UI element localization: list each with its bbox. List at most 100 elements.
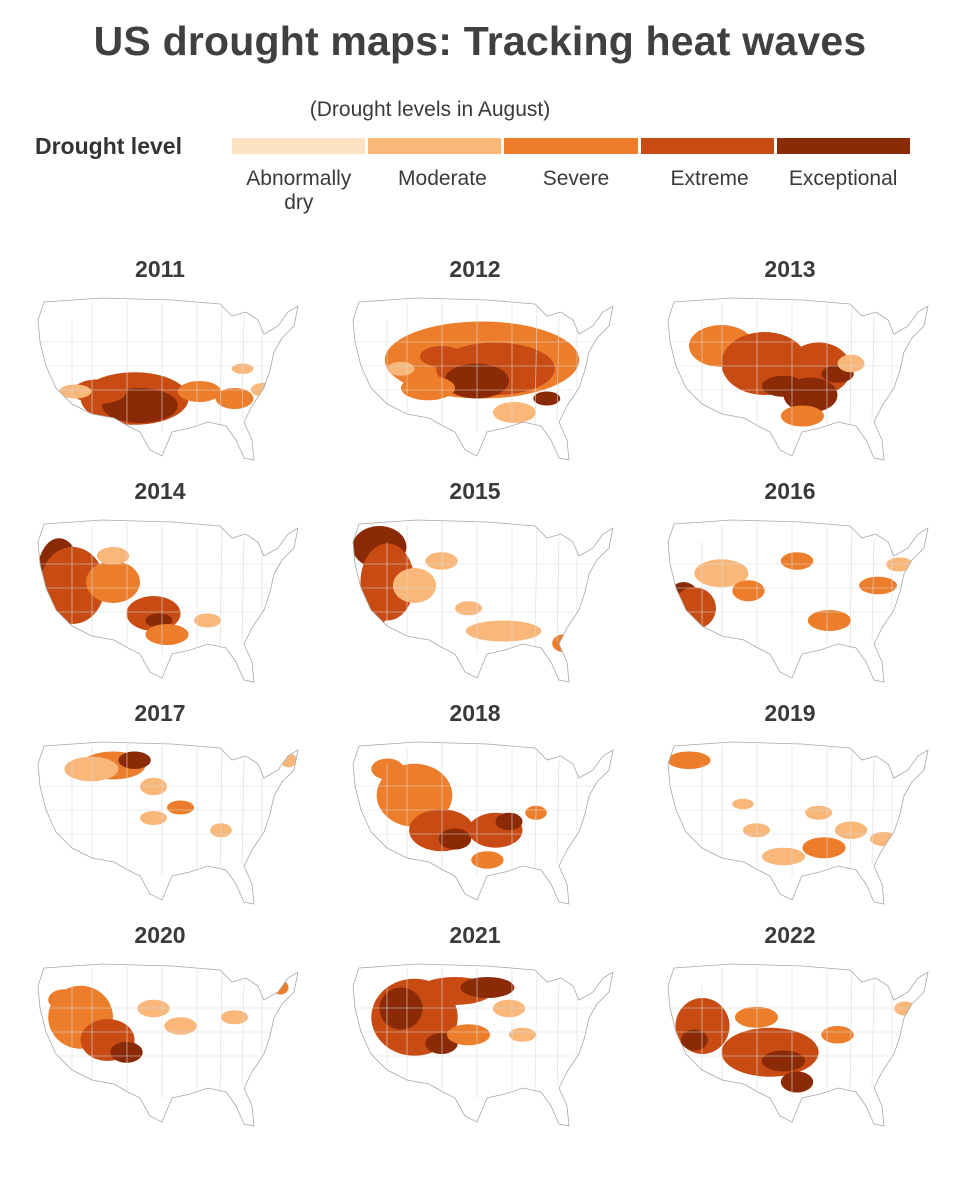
drought-area: [732, 580, 765, 602]
drought-area: [401, 375, 455, 401]
drought-area: [438, 828, 472, 850]
us-landmass: [668, 742, 928, 904]
drought-area: [886, 557, 914, 572]
drought-area: [680, 1029, 708, 1051]
drought-area: [392, 568, 437, 603]
drought-area: [805, 805, 833, 820]
drought-area: [721, 1027, 819, 1077]
drought-area: [110, 1041, 143, 1063]
us-outline-map: [667, 519, 929, 683]
drought-area: [446, 1024, 491, 1046]
us-border: [37, 297, 299, 461]
us-drought-map-2020: [32, 956, 302, 1131]
legend-labels: Abnormally dry Moderate Severe Extreme E…: [232, 167, 910, 215]
map-year-label: 2019: [764, 700, 816, 726]
drought-area: [807, 610, 851, 631]
drought-area: [672, 587, 716, 630]
drought-area: [357, 590, 391, 626]
drought-area: [140, 777, 167, 796]
state-border: [241, 981, 245, 1087]
drought-area: [444, 363, 509, 399]
drought-area: [552, 634, 574, 652]
drought-area: [137, 999, 170, 1018]
map-year-label: 2017: [134, 700, 186, 726]
drought-area: [167, 800, 194, 815]
us-border: [37, 963, 299, 1127]
map-cell-2020: 2020: [20, 916, 320, 1141]
us-outline-map: [37, 519, 299, 683]
us-border: [352, 297, 614, 461]
map-cell-2016: 2016: [650, 472, 950, 697]
us-border: [352, 963, 614, 1127]
drought-area: [694, 559, 749, 588]
state-border: [871, 759, 875, 865]
drought-area: [177, 381, 221, 402]
map-year-label: 2022: [764, 922, 816, 948]
drought-area: [145, 613, 173, 628]
us-border: [352, 519, 614, 683]
legend-name-exceptional: Exceptional: [788, 167, 898, 190]
us-border: [352, 741, 614, 905]
us-border: [667, 519, 929, 683]
drought-area: [48, 989, 81, 1011]
legend-name-severe: Severe: [542, 167, 610, 190]
map-cell-2019: 2019: [650, 694, 950, 919]
drought-area: [761, 1050, 806, 1072]
map-cell-2011: 2011: [20, 250, 320, 475]
map-year-label: 2014: [134, 478, 186, 504]
state-border: [556, 759, 560, 865]
us-border: [37, 519, 299, 683]
us-outline-map: [352, 519, 614, 683]
drought-area: [455, 601, 482, 616]
us-outline-map: [352, 963, 614, 1127]
us-drought-map-2011: [32, 290, 302, 465]
drought-area: [194, 613, 221, 628]
drought-area: [465, 620, 542, 642]
drought-area: [118, 751, 151, 769]
drought-area: [460, 977, 515, 998]
drought-area: [859, 576, 897, 595]
drought-area: [145, 624, 189, 645]
us-drought-map-2012: [347, 290, 617, 465]
state-border: [871, 315, 875, 421]
us-outline-map: [667, 741, 929, 905]
drought-area: [734, 1006, 779, 1028]
us-drought-map-2013: [662, 290, 932, 465]
drought-area: [215, 388, 254, 409]
map-cell-2014: 2014: [20, 472, 320, 697]
drought-area: [821, 1026, 854, 1044]
legend-label: Drought level: [35, 133, 182, 159]
drought-area: [492, 402, 536, 423]
legend-color-bar: [232, 138, 911, 154]
drought-area: [495, 812, 523, 831]
legend-name-extreme: Extreme: [670, 167, 749, 190]
drought-area: [471, 851, 504, 869]
us-border: [667, 963, 929, 1127]
state-border: [241, 759, 245, 865]
us-outline-map: [37, 297, 299, 461]
map-year-label: 2016: [764, 478, 816, 504]
drought-area: [140, 811, 167, 825]
us-drought-map-2022: [662, 956, 932, 1131]
map-year-label: 2011: [135, 256, 185, 282]
drought-area: [780, 1071, 814, 1093]
drought-area: [761, 375, 806, 397]
us-outline-map: [37, 963, 299, 1127]
drought-area: [780, 552, 814, 570]
drought-area: [96, 547, 130, 565]
map-year-label: 2021: [449, 922, 501, 948]
drought-area: [668, 751, 711, 769]
drought-area: [64, 756, 119, 782]
drought-area: [732, 798, 754, 810]
us-drought-map-2014: [32, 512, 302, 687]
drought-area: [509, 1027, 536, 1042]
state-border: [556, 981, 560, 1087]
drought-area: [72, 379, 127, 404]
map-year-label: 2015: [449, 478, 501, 504]
us-landmass: [353, 520, 613, 682]
us-drought-map-2017: [32, 734, 302, 909]
legend-swatch-extreme: [640, 138, 774, 154]
drought-area: [272, 980, 289, 995]
legend-swatch-severe: [504, 138, 638, 154]
us-outline-map: [352, 741, 614, 905]
